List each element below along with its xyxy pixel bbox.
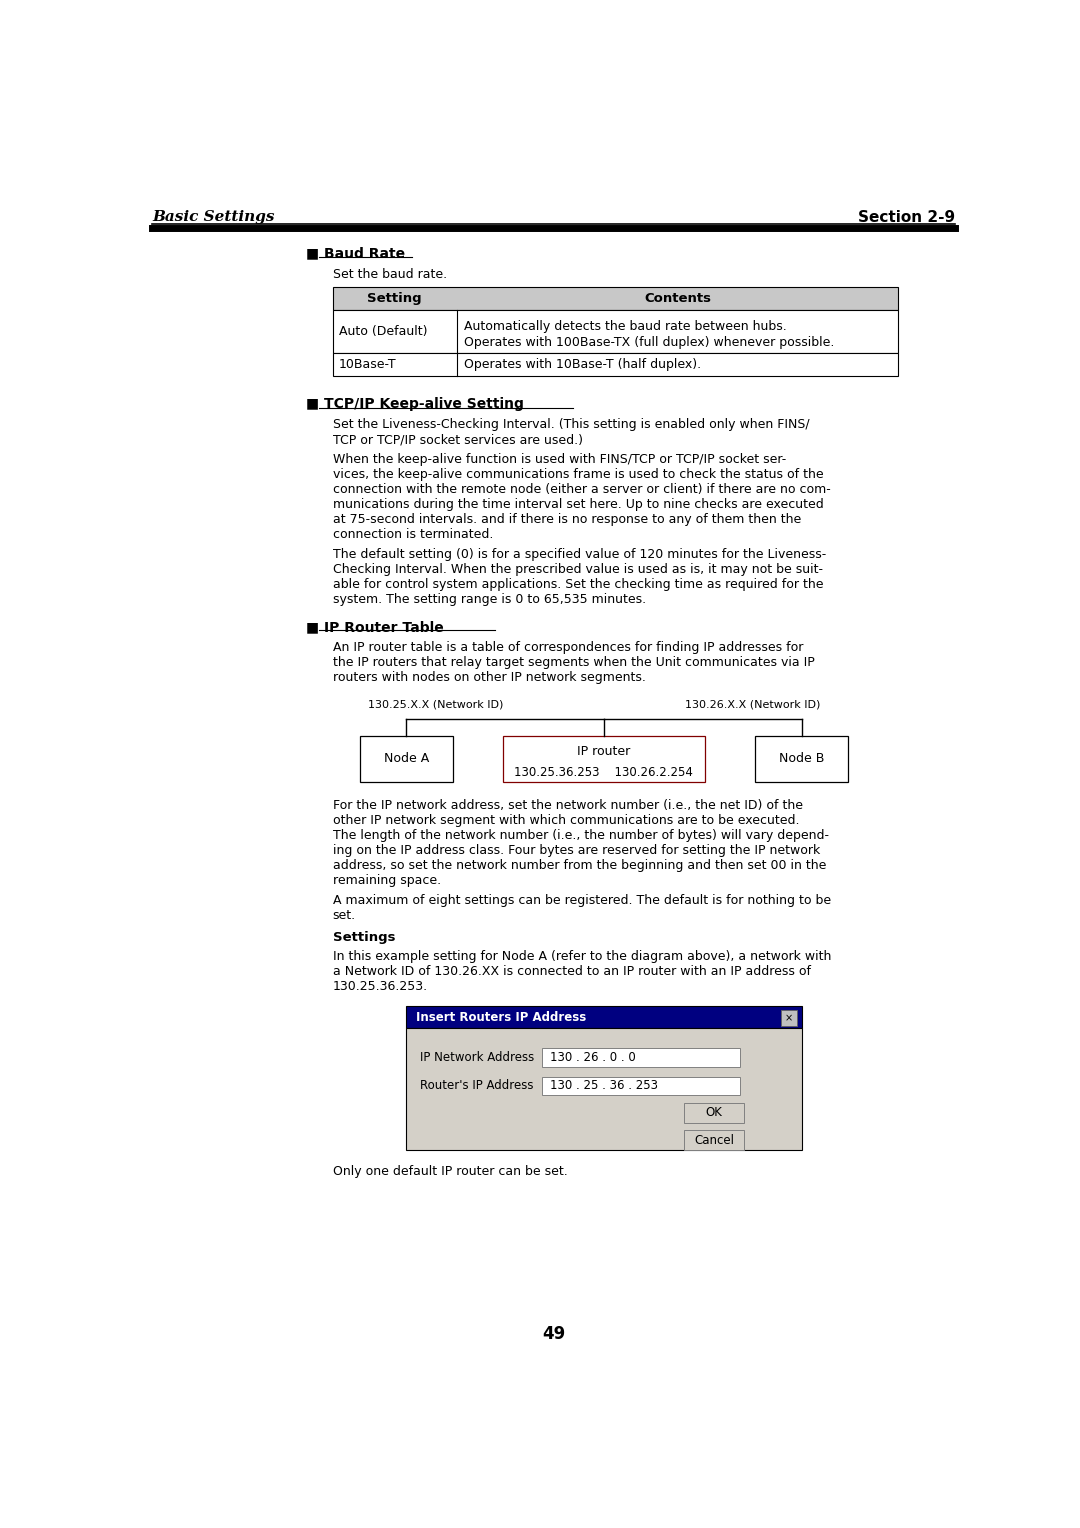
Bar	[542, 1077, 740, 1096]
Text: system. The setting range is 0 to 65,535 minutes.: system. The setting range is 0 to 65,535…	[333, 593, 646, 605]
Text: A maximum of eight settings can be registered. The default is for nothing to be: A maximum of eight settings can be regis…	[333, 894, 831, 906]
Bar	[333, 310, 899, 353]
Bar	[684, 1103, 744, 1123]
Bar	[684, 1131, 744, 1151]
Text: Contents: Contents	[644, 292, 711, 306]
Text: Set the Liveness-Checking Interval. (This setting is enabled only when FINS/: Set the Liveness-Checking Interval. (Thi…	[333, 419, 809, 431]
Text: Auto (Default): Auto (Default)	[339, 325, 428, 338]
Text: 49: 49	[542, 1325, 565, 1343]
Bar	[755, 736, 848, 782]
Text: address, so set the network number from the beginning and then set 00 in the: address, so set the network number from …	[333, 859, 826, 872]
Text: Cancel: Cancel	[694, 1134, 734, 1148]
Text: IP router: IP router	[577, 744, 631, 758]
Text: set.: set.	[333, 909, 355, 921]
Text: Basic Settings: Basic Settings	[152, 211, 274, 225]
Text: ■ Baud Rate: ■ Baud Rate	[306, 246, 405, 260]
Text: Section 2-9: Section 2-9	[858, 209, 955, 225]
Text: Set the baud rate.: Set the baud rate.	[333, 267, 447, 281]
Text: at 75-second intervals. and if there is no response to any of them then the: at 75-second intervals. and if there is …	[333, 513, 801, 526]
Text: The default setting (0) is for a specified value of 120 minutes for the Liveness: The default setting (0) is for a specifi…	[333, 547, 826, 561]
Text: 130.25.X.X (Network ID): 130.25.X.X (Network ID)	[367, 700, 503, 709]
Text: Insert Routers IP Address: Insert Routers IP Address	[416, 1010, 585, 1024]
Text: In this example setting for Node A (refer to the diagram above), a network with: In this example setting for Node A (refe…	[333, 950, 831, 963]
Text: a Network ID of 130.26.XX is connected to an IP router with an IP address of: a Network ID of 130.26.XX is connected t…	[333, 964, 811, 978]
Text: OK: OK	[705, 1106, 723, 1118]
Bar	[360, 736, 453, 782]
Text: 130 . 25 . 36 . 253: 130 . 25 . 36 . 253	[550, 1079, 658, 1093]
Text: Checking Interval. When the prescribed value is used as is, it may not be suit-: Checking Interval. When the prescribed v…	[333, 562, 823, 576]
Text: 130.25.36.253    130.26.2.254: 130.25.36.253 130.26.2.254	[514, 766, 693, 779]
Text: 10Base-T: 10Base-T	[339, 358, 396, 371]
Text: When the keep-alive function is used with FINS/TCP or TCP/IP socket ser-: When the keep-alive function is used wit…	[333, 452, 786, 466]
Text: routers with nodes on other IP network segments.: routers with nodes on other IP network s…	[333, 671, 646, 683]
Text: vices, the keep-alive communications frame is used to check the status of the: vices, the keep-alive communications fra…	[333, 468, 823, 481]
Bar	[542, 1048, 740, 1067]
Text: Operates with 10Base-T (half duplex).: Operates with 10Base-T (half duplex).	[464, 358, 702, 371]
Text: Operates with 100Base-TX (full duplex) whenever possible.: Operates with 100Base-TX (full duplex) w…	[464, 336, 835, 348]
Text: Router's IP Address: Router's IP Address	[420, 1079, 534, 1093]
Bar	[333, 287, 899, 310]
Text: 130.26.X.X (Network ID): 130.26.X.X (Network ID)	[685, 700, 821, 709]
Bar	[406, 1007, 801, 1028]
Text: Settings: Settings	[333, 932, 395, 944]
Text: Setting: Setting	[367, 292, 422, 306]
Text: able for control system applications. Set the checking time as required for the: able for control system applications. Se…	[333, 578, 823, 591]
Text: TCP or TCP/IP socket services are used.): TCP or TCP/IP socket services are used.)	[333, 434, 582, 446]
Text: remaining space.: remaining space.	[333, 874, 441, 888]
Text: 130.25.36.253.: 130.25.36.253.	[333, 979, 428, 993]
Text: connection is terminated.: connection is terminated.	[333, 529, 492, 541]
Text: For the IP network address, set the network number (i.e., the net ID) of the: For the IP network address, set the netw…	[333, 799, 802, 811]
Text: ■ TCP/IP Keep-alive Setting: ■ TCP/IP Keep-alive Setting	[306, 397, 524, 411]
Text: other IP network segment with which communications are to be executed.: other IP network segment with which comm…	[333, 814, 799, 827]
Text: the IP routers that relay target segments when the Unit communicates via IP: the IP routers that relay target segment…	[333, 656, 814, 669]
Text: ■ IP Router Table: ■ IP Router Table	[306, 620, 443, 634]
Text: Automatically detects the baud rate between hubs.: Automatically detects the baud rate betw…	[464, 319, 787, 333]
Text: Node B: Node B	[779, 752, 824, 766]
Bar	[333, 353, 899, 376]
Text: connection with the remote node (either a server or client) if there are no com-: connection with the remote node (either …	[333, 483, 831, 497]
Bar	[781, 1010, 797, 1025]
Text: Node A: Node A	[383, 752, 429, 766]
Bar	[406, 1028, 801, 1149]
Text: The length of the network number (i.e., the number of bytes) will vary depend-: The length of the network number (i.e., …	[333, 830, 828, 842]
Text: ×: ×	[785, 1013, 793, 1024]
Text: 130 . 26 . 0 . 0: 130 . 26 . 0 . 0	[550, 1051, 635, 1063]
Bar	[503, 736, 704, 782]
Text: munications during the time interval set here. Up to nine checks are executed: munications during the time interval set…	[333, 498, 823, 510]
Text: Only one default IP router can be set.: Only one default IP router can be set.	[333, 1166, 567, 1178]
Text: An IP router table is a table of correspondences for finding IP addresses for: An IP router table is a table of corresp…	[333, 640, 804, 654]
Text: ing on the IP address class. Four bytes are reserved for setting the IP network: ing on the IP address class. Four bytes …	[333, 843, 820, 857]
Text: IP Network Address: IP Network Address	[420, 1051, 535, 1063]
